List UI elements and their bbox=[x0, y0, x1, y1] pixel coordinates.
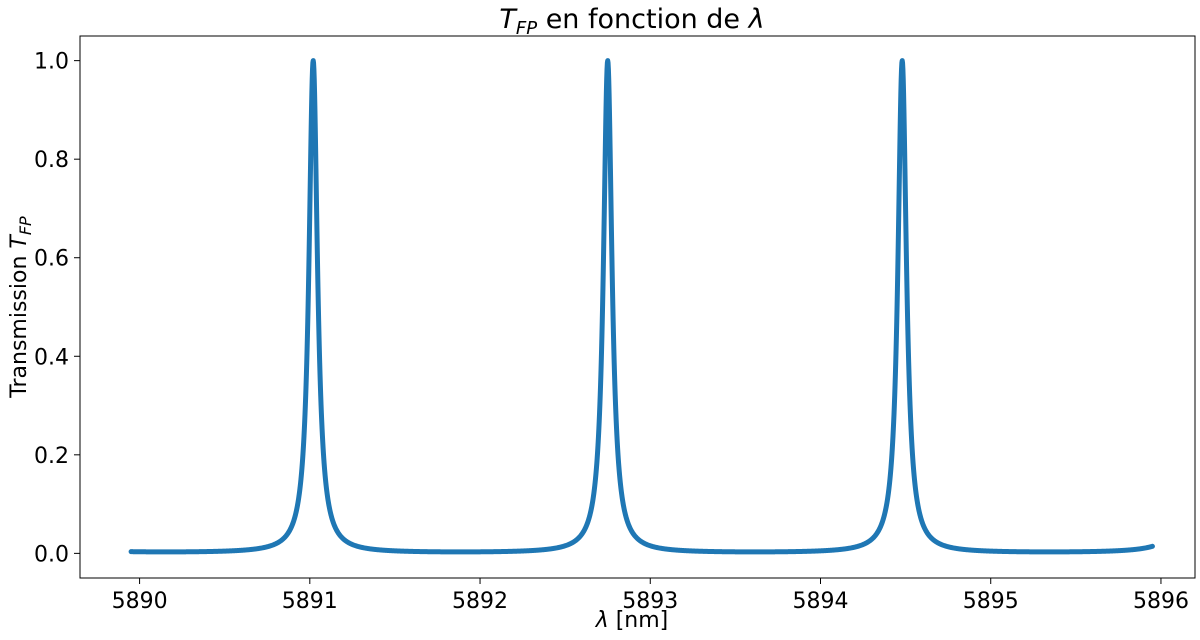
y-tick-label: 0.0 bbox=[34, 542, 69, 567]
x-tick-label: 5894 bbox=[792, 589, 848, 614]
plot-area bbox=[79, 35, 1196, 579]
y-tick-label: 1.0 bbox=[34, 50, 69, 75]
x-tick-label: 5893 bbox=[622, 589, 678, 614]
y-tick-label: 0.4 bbox=[34, 345, 69, 370]
x-tick-label: 5892 bbox=[452, 589, 508, 614]
y-tick-label: 0.8 bbox=[34, 148, 69, 173]
chart-title: TFP en fonction de λ bbox=[499, 4, 764, 39]
x-tick-label: 5896 bbox=[1133, 589, 1189, 614]
y-axis: 0.0 0.2 0.4 0.6 0.8 1.0 bbox=[34, 50, 80, 567]
y-tick-label: 0.2 bbox=[34, 444, 69, 469]
series-group bbox=[128, 58, 1155, 555]
x-tick-label: 5891 bbox=[282, 589, 338, 614]
x-axis-label: λ [nm] bbox=[595, 608, 669, 633]
y-axis-label: Transmission TFP bbox=[7, 216, 35, 399]
y-tick-label: 0.6 bbox=[34, 247, 69, 272]
x-tick-label: 5890 bbox=[112, 589, 168, 614]
transmission-line bbox=[128, 58, 1155, 555]
plot-frame bbox=[79, 35, 1196, 579]
x-axis: 5890 5891 5892 5893 5894 5895 5896 bbox=[112, 578, 1189, 614]
x-tick-label: 5895 bbox=[963, 589, 1019, 614]
